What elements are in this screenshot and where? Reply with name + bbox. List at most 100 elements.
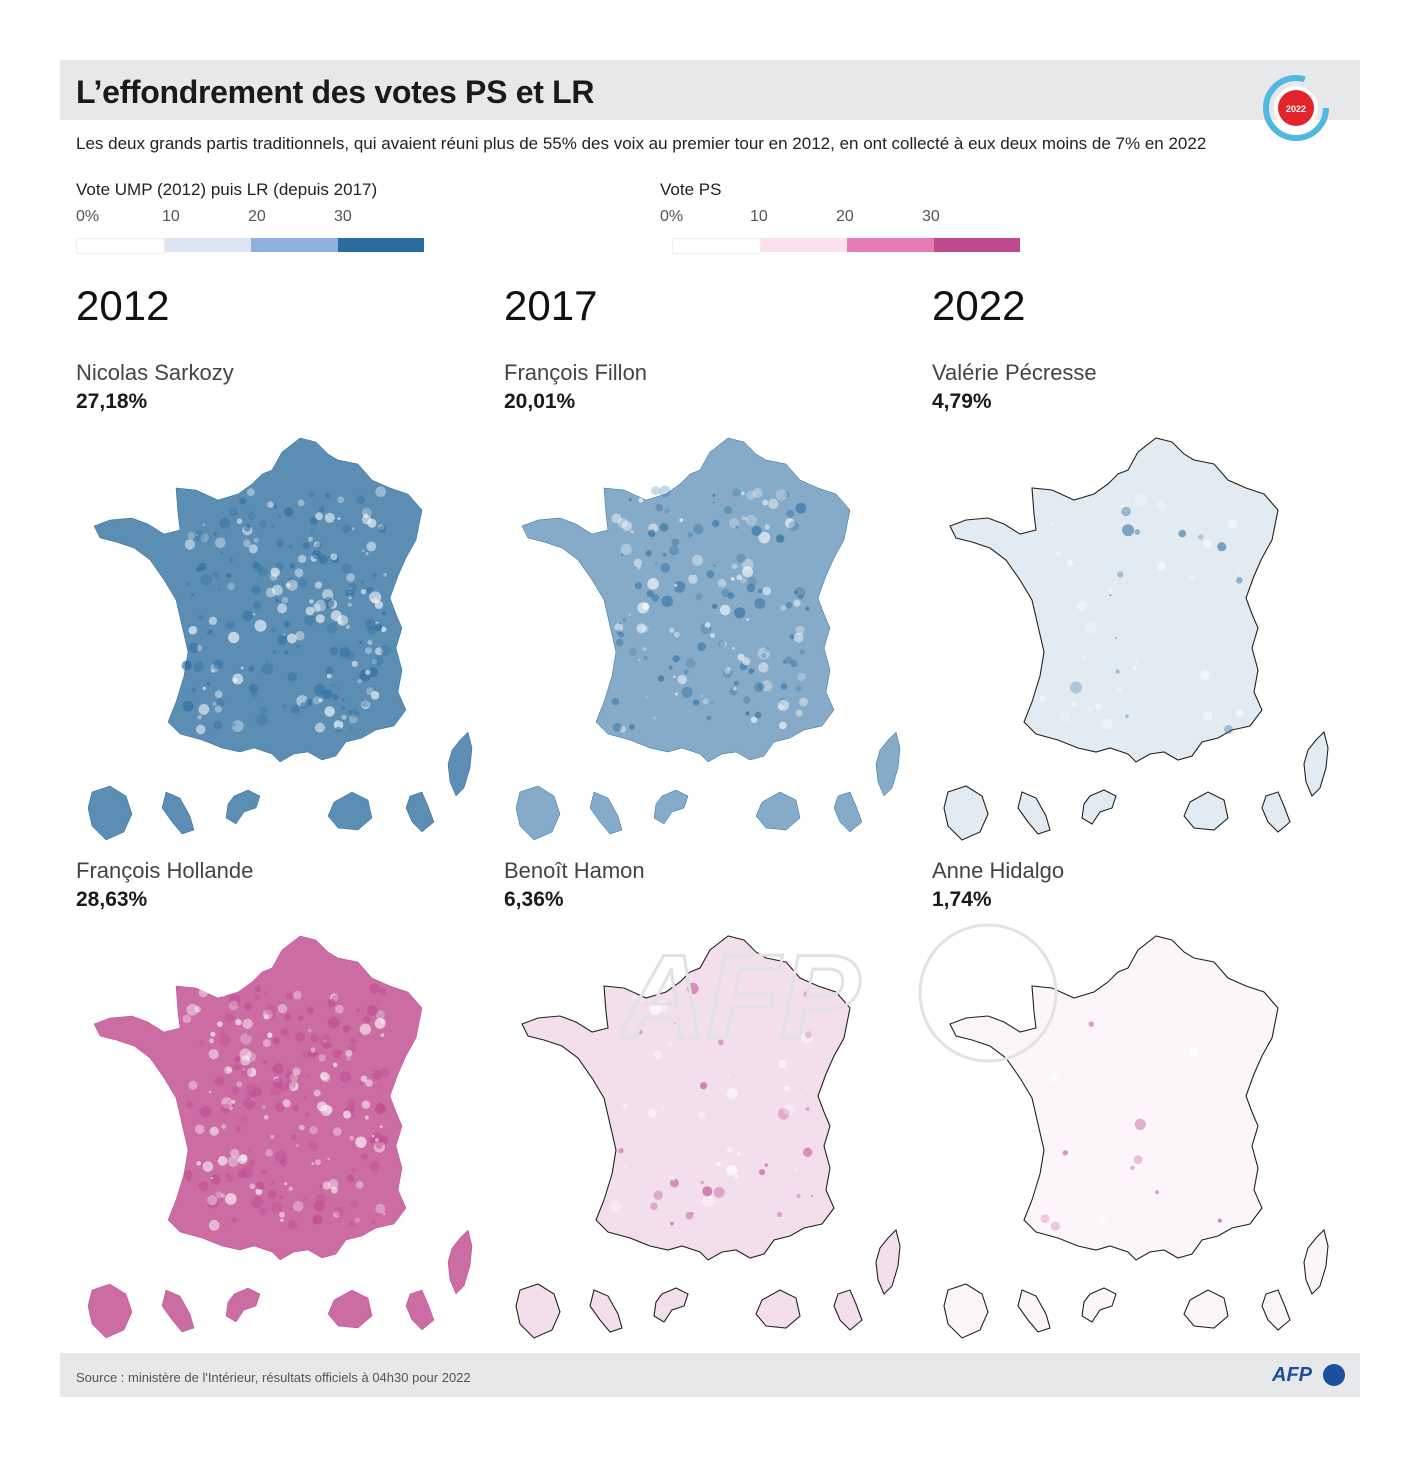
commune-speckle	[245, 1051, 256, 1063]
commune-speckle	[672, 655, 680, 663]
commune-speckle	[347, 710, 352, 714]
commune-speckle	[232, 1063, 239, 1070]
commune-speckle	[267, 1032, 273, 1037]
commune-speckle	[203, 535, 211, 543]
commune-speckle	[754, 711, 762, 719]
commune-speckle	[292, 1067, 301, 1076]
candidate-percent: 27,18%	[76, 390, 148, 413]
commune-speckle	[325, 666, 334, 675]
commune-speckle	[343, 1110, 352, 1119]
commune-speckle	[651, 486, 661, 496]
commune-speckle	[746, 490, 756, 500]
commune-speckle	[649, 1003, 662, 1015]
commune-speckle	[360, 1075, 368, 1083]
commune-speckle	[288, 1186, 293, 1192]
legend-color-scale	[76, 238, 424, 254]
commune-speckle	[332, 1062, 338, 1068]
commune-speckle	[259, 520, 268, 529]
overseas-territory-region	[515, 1283, 561, 1339]
commune-speckle	[243, 524, 251, 532]
commune-speckle	[724, 641, 728, 645]
commune-speckle	[693, 699, 700, 706]
commune-speckle	[1157, 562, 1166, 571]
commune-speckle	[628, 497, 632, 502]
commune-speckle	[1085, 622, 1097, 634]
commune-speckle	[1134, 659, 1139, 664]
commune-speckle	[356, 495, 365, 504]
commune-speckle	[235, 1065, 241, 1071]
commune-speckle	[638, 658, 641, 661]
commune-speckle	[730, 577, 735, 581]
commune-speckle	[333, 1211, 340, 1218]
commune-speckle	[633, 558, 642, 567]
commune-speckle	[623, 1172, 626, 1175]
commune-speckle	[228, 1197, 231, 1200]
commune-speckle	[324, 706, 335, 717]
commune-speckle	[340, 706, 346, 711]
commune-speckle	[1135, 494, 1147, 507]
commune-speckle	[795, 685, 802, 692]
commune-speckle	[309, 1126, 318, 1135]
commune-speckle	[727, 1075, 731, 1078]
commune-speckle	[808, 1077, 811, 1080]
commune-speckle	[219, 1030, 225, 1036]
commune-speckle	[697, 1111, 706, 1120]
commune-speckle	[248, 666, 255, 672]
commune-speckle	[648, 1108, 657, 1118]
commune-speckle	[265, 1003, 276, 1015]
commune-speckle	[378, 525, 387, 533]
commune-speckle	[789, 634, 795, 640]
overseas-territory-region	[1183, 791, 1229, 831]
commune-speckle	[330, 1186, 338, 1194]
commune-speckle	[1117, 571, 1124, 578]
commune-speckle	[1178, 529, 1187, 538]
commune-speckle	[380, 1033, 385, 1038]
commune-speckle	[630, 530, 634, 534]
commune-speckle	[331, 597, 334, 600]
commune-speckle	[764, 1163, 768, 1167]
commune-speckle	[1117, 686, 1123, 693]
commune-speckle	[742, 657, 751, 666]
commune-speckle	[222, 1224, 225, 1227]
commune-speckle	[726, 1088, 739, 1100]
commune-speckle	[1050, 1074, 1061, 1085]
commune-speckle	[207, 1201, 215, 1208]
commune-speckle	[224, 1193, 237, 1205]
commune-speckle	[235, 1018, 242, 1026]
commune-speckle	[327, 999, 336, 1008]
commune-speckle	[780, 605, 787, 611]
commune-speckle	[637, 566, 641, 570]
choropleth-map	[515, 935, 901, 1339]
commune-speckle	[657, 675, 665, 682]
commune-speckle	[258, 567, 269, 577]
commune-speckle	[186, 1101, 194, 1108]
commune-speckle	[1059, 711, 1070, 723]
commune-speckle	[704, 622, 711, 628]
candidate-percent: 6,36%	[504, 888, 564, 911]
commune-speckle	[1202, 539, 1212, 549]
commune-speckle	[208, 1219, 220, 1231]
commune-speckle	[628, 647, 637, 656]
commune-speckle	[220, 992, 226, 998]
commune-speckle	[338, 719, 342, 722]
commune-speckle	[208, 1090, 212, 1094]
commune-speckle	[757, 647, 770, 660]
commune-speckle	[265, 587, 276, 598]
commune-speckle	[313, 1200, 325, 1212]
commune-speckle	[726, 1146, 733, 1154]
commune-speckle	[1050, 522, 1053, 525]
commune-speckle	[285, 992, 293, 1000]
commune-speckle	[359, 1023, 371, 1035]
commune-speckle	[719, 604, 731, 616]
commune-speckle	[783, 491, 790, 498]
commune-speckle	[369, 983, 380, 994]
commune-speckle	[315, 542, 322, 550]
commune-speckle	[305, 606, 315, 616]
commune-speckle	[668, 665, 673, 670]
legend-swatch	[760, 238, 847, 252]
commune-speckle	[660, 562, 671, 573]
commune-speckle	[349, 1221, 355, 1226]
commune-speckle	[357, 679, 362, 684]
commune-speckle	[306, 1007, 314, 1015]
commune-speckle	[332, 693, 339, 701]
